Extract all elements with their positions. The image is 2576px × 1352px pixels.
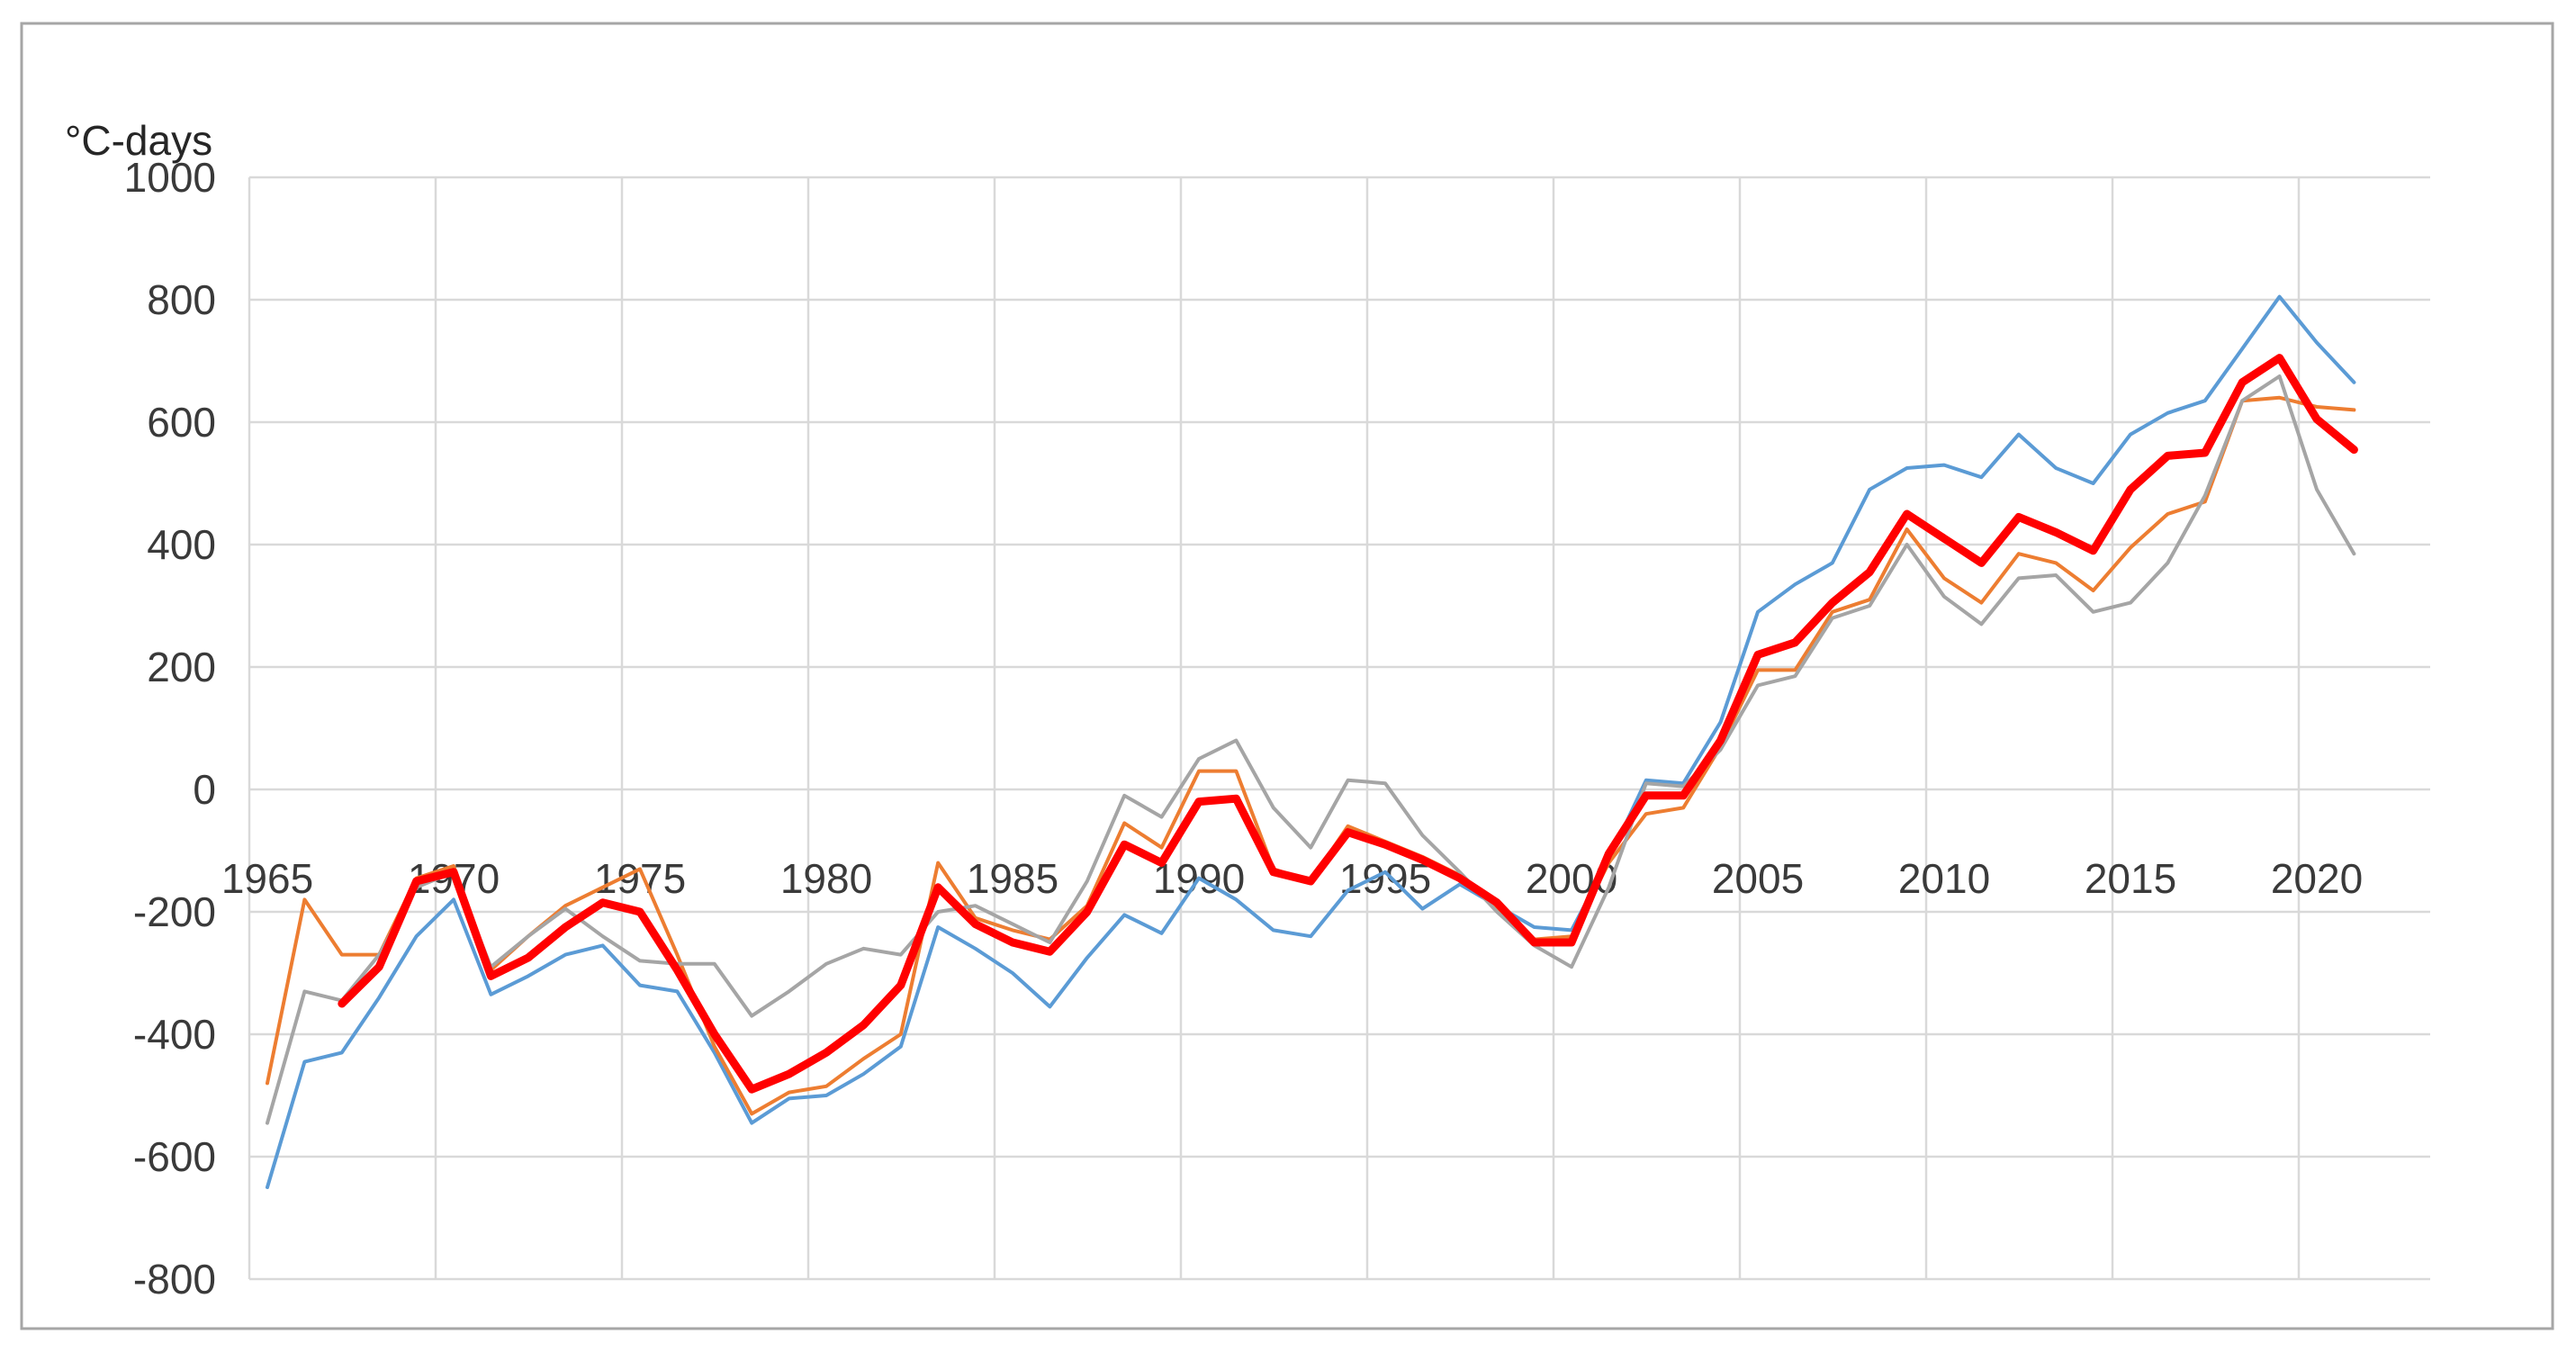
y-tick-label: 0 <box>193 766 216 813</box>
x-tick-label: 2020 <box>2271 855 2363 902</box>
figure-border <box>20 22 2554 1330</box>
x-tick-label: 2010 <box>1898 855 1990 902</box>
series-red-line <box>338 354 2358 1094</box>
gridlines <box>248 176 2430 1281</box>
x-tick-label: 1975 <box>594 855 686 902</box>
y-tick-label: -400 <box>133 1011 216 1058</box>
x-tick-label: 2005 <box>1712 855 1804 902</box>
y-tick-label: -200 <box>133 888 216 935</box>
y-tick-label: 1000 <box>124 154 216 201</box>
y-tick-label: -600 <box>133 1133 216 1180</box>
series-gray-line <box>266 374 2356 1125</box>
x-tick-label: 2015 <box>2085 855 2176 902</box>
x-tick-label: 1995 <box>1339 855 1431 902</box>
x-tick-label: 1965 <box>221 855 313 902</box>
x-tick-label: 1985 <box>967 855 1058 902</box>
y-tick-label: 200 <box>147 644 216 690</box>
y-tick-label: -800 <box>133 1256 216 1302</box>
y-tick-label: 400 <box>147 521 216 568</box>
y-tick-label: 800 <box>147 276 216 323</box>
y-axis-tick-labels: 1000 800 600 400 200 0 -200 -400 -600 -800 <box>124 154 216 1302</box>
x-tick-label: 1980 <box>780 855 872 902</box>
series-blue-line <box>266 294 2356 1189</box>
y-tick-label: 600 <box>147 399 216 446</box>
y-axis-title: °C-days <box>65 117 212 164</box>
chart-series-lines <box>266 294 2358 1189</box>
